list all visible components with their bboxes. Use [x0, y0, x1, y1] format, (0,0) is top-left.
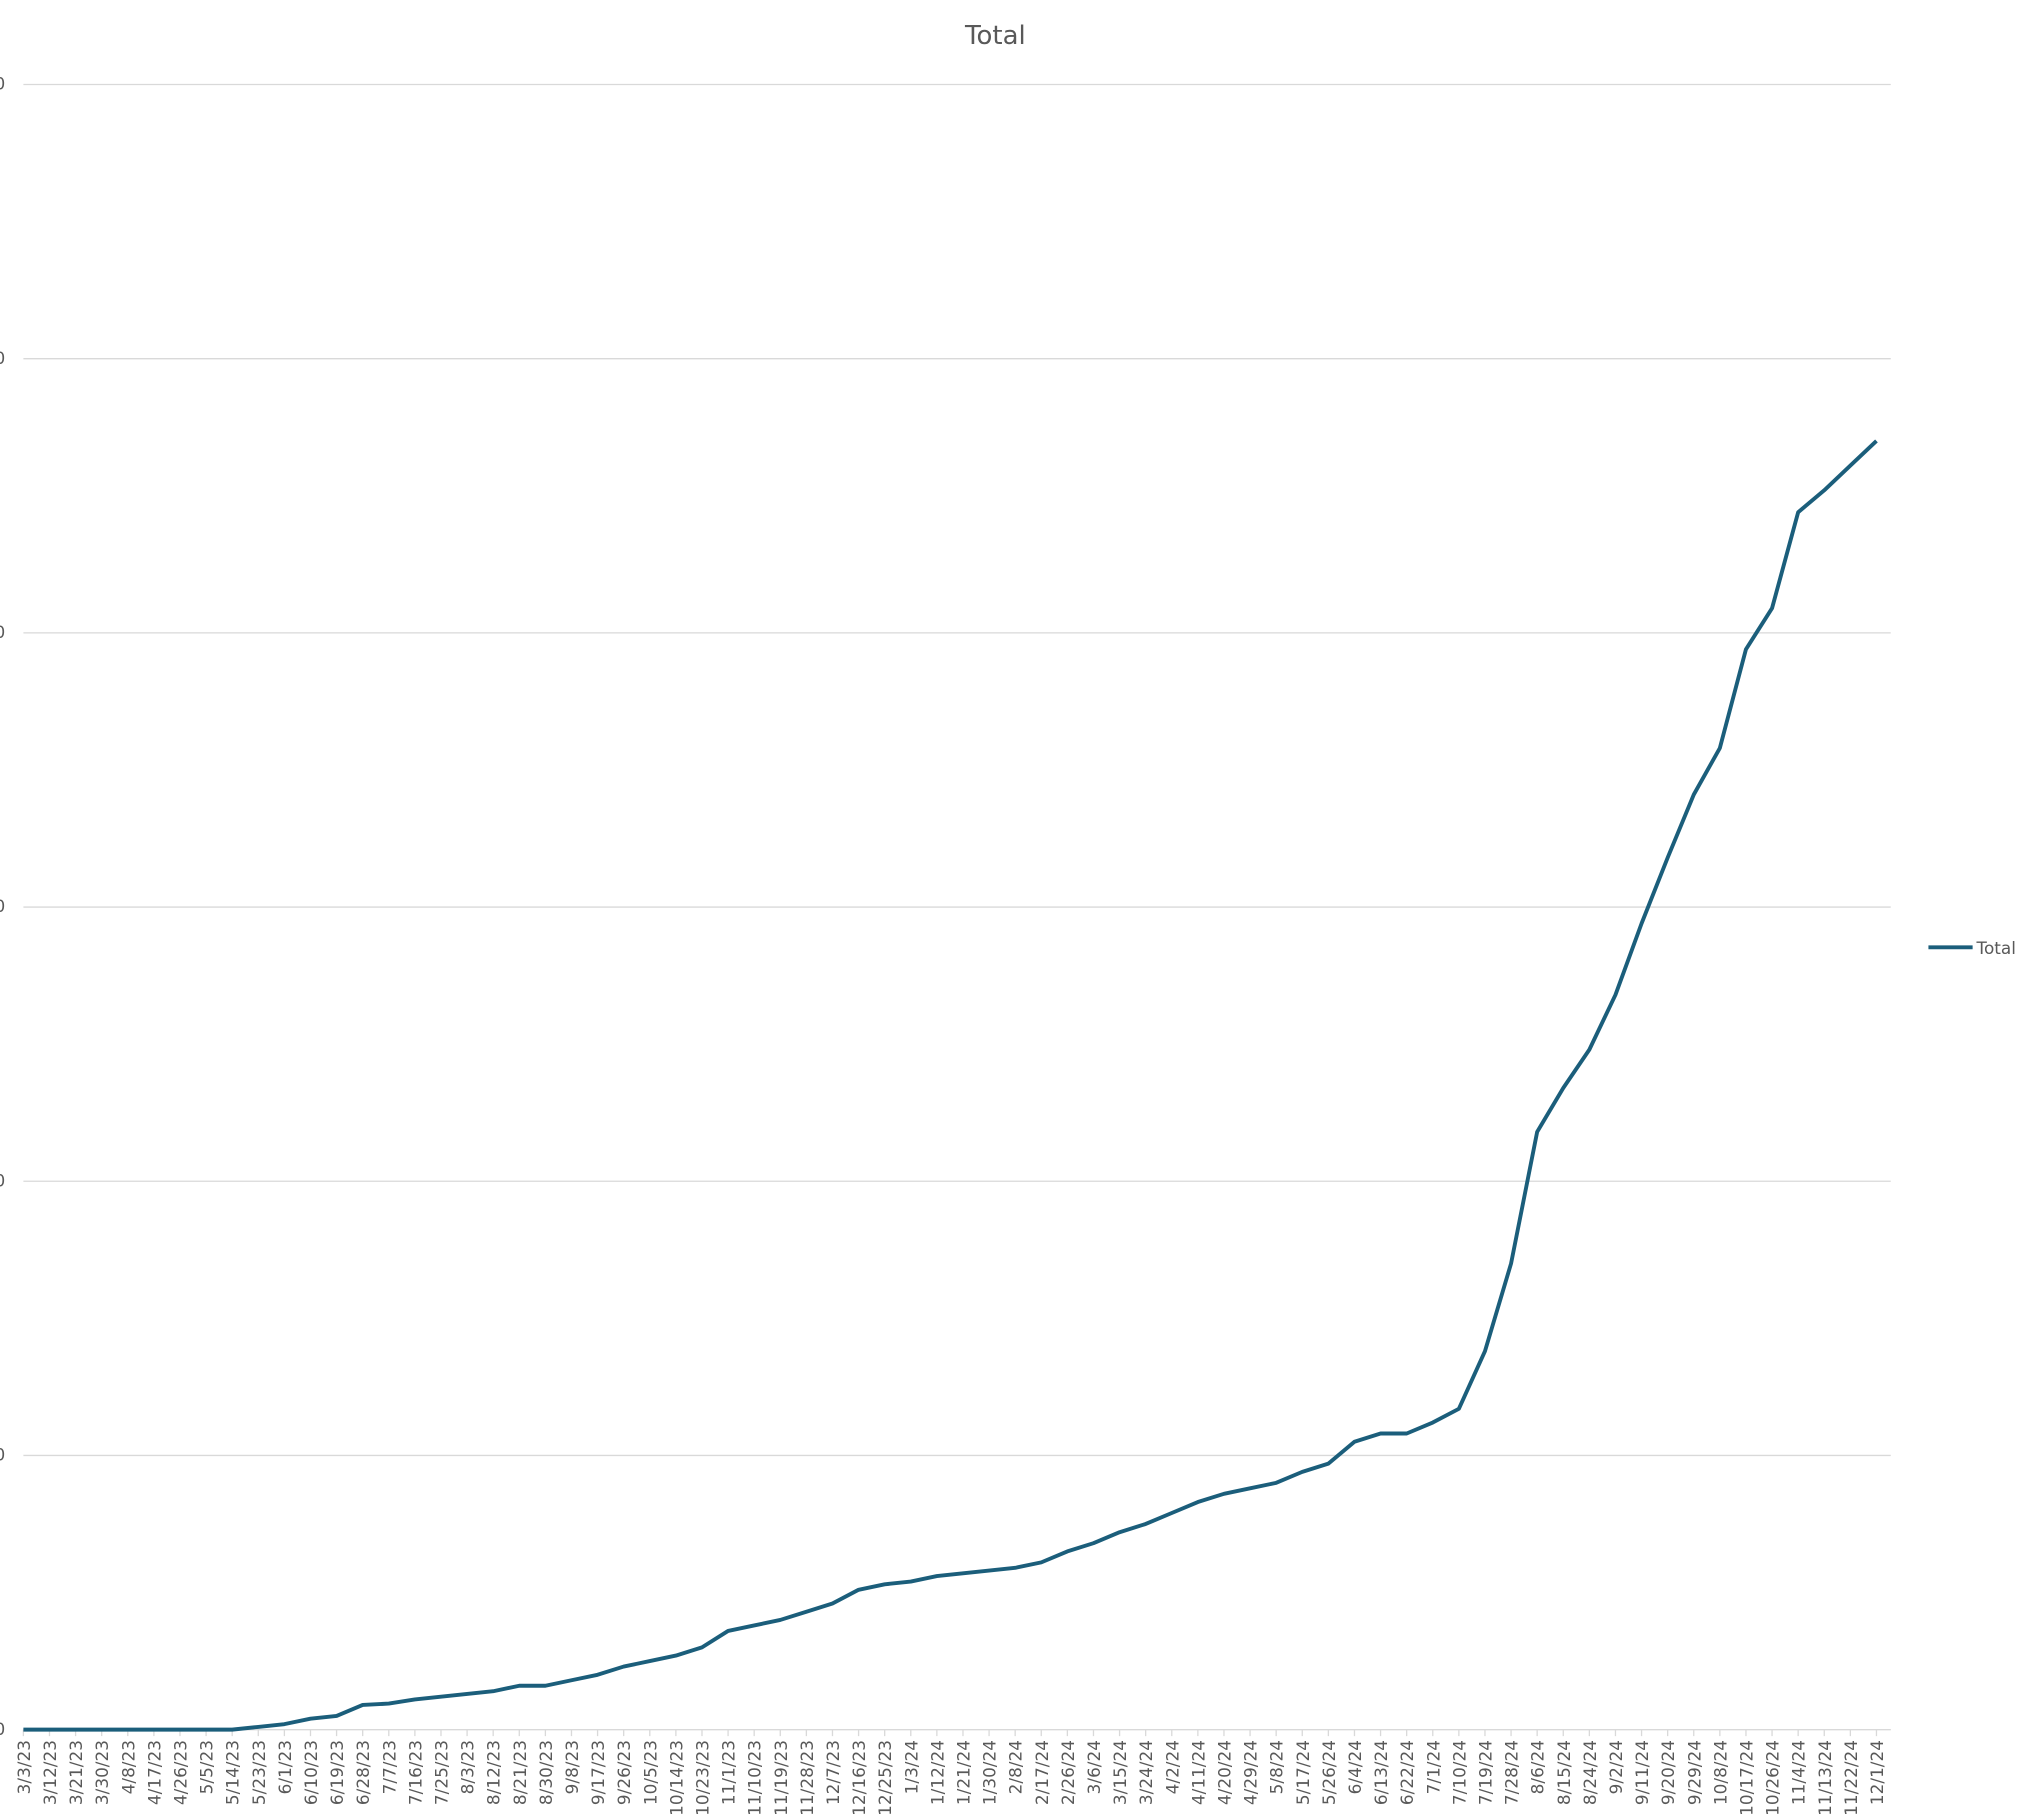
x-tick-label: 7/1/24 — [1423, 1740, 1443, 1794]
x-tick-label: 8/15/24 — [1554, 1740, 1574, 1805]
x-tick-label: 4/20/24 — [1214, 1740, 1234, 1805]
y-tick-label: 200 — [0, 1170, 5, 1190]
x-tick-label: 9/8/23 — [562, 1740, 582, 1794]
x-tick-label: 7/16/23 — [405, 1740, 425, 1805]
x-tick-label: 4/2/24 — [1162, 1740, 1182, 1794]
x-tick-label: 8/12/23 — [484, 1740, 504, 1805]
y-tick-label: 600 — [0, 74, 5, 94]
x-tick-label: 7/25/23 — [431, 1740, 451, 1805]
y-tick-label: 0 — [0, 1719, 5, 1739]
line-series — [23, 439, 1878, 1732]
x-tick-label: 2/26/24 — [1058, 1740, 1078, 1805]
x-tick-label: 6/28/23 — [353, 1740, 373, 1805]
x-tick-label: 2/17/24 — [1032, 1740, 1052, 1805]
x-tick-label: 8/3/23 — [458, 1740, 478, 1794]
x-tick-label: 11/4/24 — [1789, 1740, 1809, 1805]
x-tick-label: 12/25/23 — [875, 1740, 895, 1816]
x-tick-label: 7/7/23 — [379, 1740, 399, 1794]
x-tick-label: 7/19/24 — [1475, 1740, 1495, 1805]
x-tick-label: 1/30/24 — [980, 1740, 1000, 1805]
x-tick-label: 8/24/24 — [1580, 1740, 1600, 1805]
x-tick-label: 4/11/24 — [1188, 1740, 1208, 1805]
x-tick-label: 3/6/24 — [1084, 1740, 1104, 1794]
x-tick-label: 10/17/24 — [1736, 1740, 1756, 1816]
x-tick-label: 1/3/24 — [901, 1740, 921, 1794]
x-tick-label: 9/26/23 — [614, 1740, 634, 1805]
x-tick-label: 5/26/24 — [1319, 1740, 1339, 1805]
x-tick-label: 2/8/24 — [1006, 1740, 1026, 1794]
x-tick-label: 3/30/23 — [92, 1740, 112, 1805]
x-tick-label: 11/19/23 — [771, 1740, 791, 1816]
chart-title: Total — [964, 21, 1026, 51]
x-tick-label: 11/13/24 — [1815, 1740, 1835, 1816]
x-tick-label: 9/11/24 — [1632, 1740, 1652, 1805]
y-tick-label: 100 — [0, 1445, 5, 1465]
y-tick-label: 300 — [0, 896, 5, 916]
x-tick-label: 12/7/23 — [823, 1740, 843, 1805]
x-tick-label: 4/26/23 — [170, 1740, 190, 1805]
x-tick-label: 9/29/24 — [1684, 1740, 1704, 1805]
y-tick-label: 500 — [0, 348, 5, 368]
x-tick-label: 6/4/24 — [1345, 1740, 1365, 1794]
x-tick-label: 4/8/23 — [118, 1740, 138, 1794]
x-tick-label: 6/10/23 — [301, 1740, 321, 1805]
x-tick-label: 6/22/24 — [1397, 1740, 1417, 1805]
x-tick-label: 10/26/24 — [1763, 1740, 1783, 1816]
legend-label: Total — [1976, 938, 2016, 958]
x-tick-label: 10/5/23 — [640, 1740, 660, 1805]
x-tick-label: 6/19/23 — [327, 1740, 347, 1805]
x-tick-label: 3/12/23 — [40, 1740, 60, 1805]
x-tick-label: 7/28/24 — [1502, 1740, 1522, 1805]
x-tick-label: 10/23/23 — [692, 1740, 712, 1816]
x-tick-label: 6/1/23 — [275, 1740, 295, 1794]
x-tick-label: 9/17/23 — [588, 1740, 608, 1805]
x-tick-label: 7/10/24 — [1449, 1740, 1469, 1805]
x-tick-label: 8/6/24 — [1528, 1740, 1548, 1794]
x-tick-label: 5/14/23 — [223, 1740, 243, 1805]
x-tick-label: 8/21/23 — [510, 1740, 530, 1805]
x-tick-label: 11/10/23 — [745, 1740, 765, 1816]
x-tick-label: 5/5/23 — [197, 1740, 217, 1794]
x-tick-label: 11/1/23 — [719, 1740, 739, 1805]
x-tick-label: 1/12/24 — [927, 1740, 947, 1805]
x-tick-label: 4/17/23 — [144, 1740, 164, 1805]
x-tick-label: 5/17/24 — [1293, 1740, 1313, 1805]
x-tick-label: 12/16/23 — [849, 1740, 869, 1816]
x-tick-label: 3/21/23 — [66, 1740, 86, 1805]
x-tick-label: 6/13/24 — [1371, 1740, 1391, 1805]
x-tick-label: 10/14/23 — [666, 1740, 686, 1816]
x-tick-label: 5/8/24 — [1267, 1740, 1287, 1794]
x-tick-label: 11/22/24 — [1841, 1740, 1861, 1816]
x-tick-label: 11/28/23 — [797, 1740, 817, 1816]
y-tick-label: 400 — [0, 622, 5, 642]
x-tick-label: 8/30/23 — [536, 1740, 556, 1805]
x-tick-label: 10/8/24 — [1710, 1740, 1730, 1805]
x-tick-label: 5/23/23 — [249, 1740, 269, 1805]
x-tick-label: 4/29/24 — [1241, 1740, 1261, 1805]
x-tick-label: 3/24/24 — [1136, 1740, 1156, 1805]
x-tick-label: 3/3/23 — [14, 1740, 34, 1794]
x-tick-label: 1/21/24 — [953, 1740, 973, 1805]
x-tick-label: 3/15/24 — [1110, 1740, 1130, 1805]
x-tick-label: 9/20/24 — [1658, 1740, 1678, 1805]
x-tick-label: 12/1/24 — [1867, 1740, 1887, 1805]
x-tick-label: 9/2/24 — [1606, 1740, 1626, 1794]
